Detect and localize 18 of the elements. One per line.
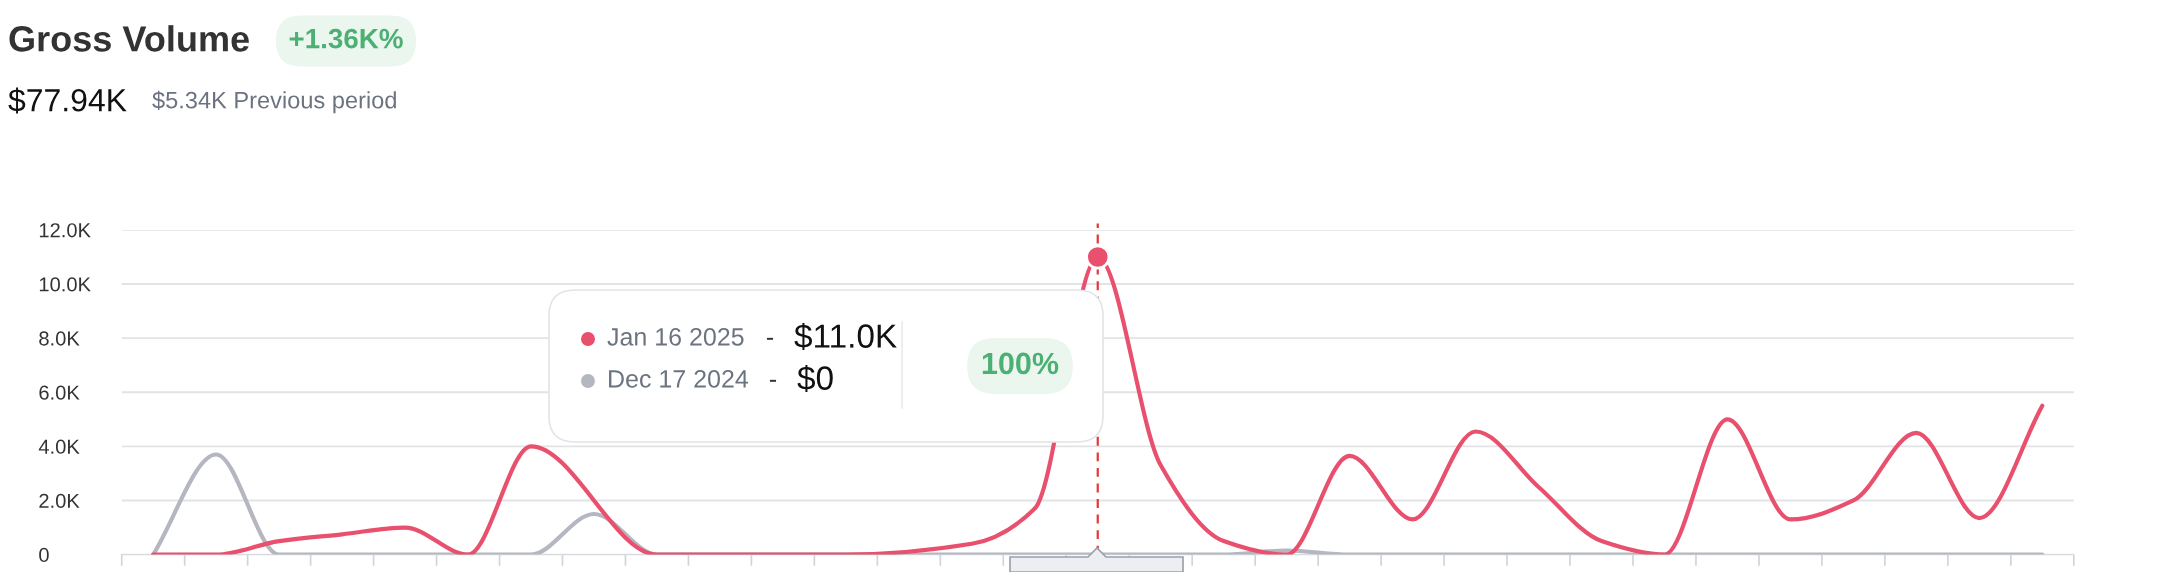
y-tick-label: 8.0K — [39, 331, 80, 346]
annotation: - — [769, 379, 777, 382]
y-tick-label: 4.0K — [38, 439, 80, 454]
y-tick-label: 10.0K — [39, 277, 91, 292]
y-tick-label: 12.0K — [39, 223, 91, 238]
annotation: $0 — [797, 364, 833, 392]
y-tick-label: 2.0K — [39, 493, 80, 508]
chart-title: Gross Volume — [9, 25, 249, 52]
y-tick-label: 6.0K — [39, 385, 80, 400]
text: +1.36K% — [289, 28, 403, 49]
annotation: Dec 17 2024 — [609, 370, 749, 388]
annotation: - — [766, 337, 774, 340]
text: $5.34K Previous period — [152, 90, 396, 114]
y-tick-label: 0 — [39, 547, 49, 563]
annotation: $11.0K — [794, 322, 897, 350]
chart-subtitle: $77.94K — [8, 87, 127, 114]
annotation: Jan 16 2025 — [607, 328, 744, 346]
annotation: 100% — [982, 352, 1059, 375]
